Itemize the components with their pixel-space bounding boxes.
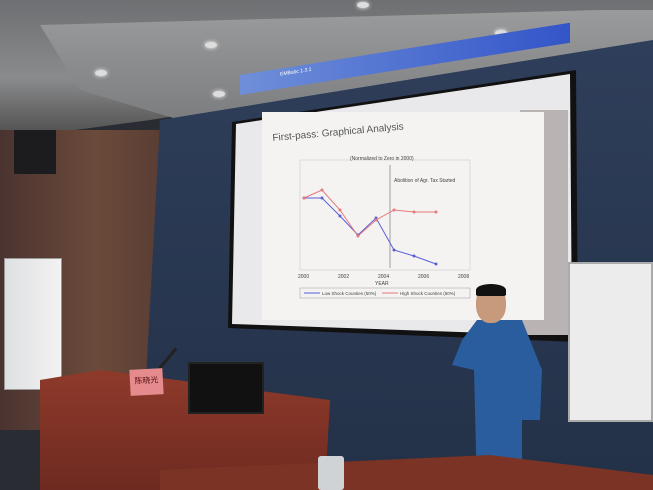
ceiling-light	[213, 91, 225, 97]
legend-low: Low Shock Counties (50%)	[322, 291, 377, 296]
ceiling-light	[95, 70, 107, 76]
slide-chart: (Normalized to Zero in 2000) Abolition o…	[298, 156, 471, 299]
plot-frame	[299, 159, 471, 271]
high-point	[302, 196, 306, 200]
high-point	[338, 208, 342, 212]
annotation-text: Abolition of Agr. Tax Started	[394, 178, 456, 184]
high-point	[392, 208, 396, 212]
legend-box	[299, 287, 471, 299]
high-point	[320, 188, 324, 192]
ceiling-light	[357, 2, 369, 8]
low-point	[320, 196, 324, 200]
x-tick-label: 2000	[298, 274, 309, 280]
loudspeaker	[14, 130, 56, 174]
cup	[318, 456, 344, 490]
low-point	[434, 262, 438, 266]
high-shock-line	[303, 189, 436, 237]
low-point	[412, 254, 416, 258]
high-point	[356, 234, 360, 238]
low-shock-line	[304, 197, 437, 265]
whiteboard	[568, 262, 653, 422]
x-tick-label: 2006	[418, 274, 429, 280]
x-axis-label: YEAR	[375, 281, 389, 287]
high-point	[374, 218, 378, 222]
low-point	[338, 214, 342, 218]
app-title: EMBabc 1.3.1	[280, 66, 312, 78]
chart-subtitle: (Normalized to Zero in 2000)	[350, 156, 414, 162]
x-tick-label: 2008	[458, 274, 469, 280]
x-tick-label: 2004	[378, 274, 389, 280]
high-point	[434, 210, 438, 214]
high-point	[412, 210, 416, 214]
air-conditioner	[4, 258, 62, 390]
legend-high: High Shock Counties (50%)	[400, 291, 456, 296]
name-card: 陈晓光	[129, 368, 164, 396]
x-tick-label: 2002	[338, 274, 349, 280]
ceiling-light	[205, 42, 217, 48]
computer-monitor	[188, 362, 264, 414]
presenter-hair	[476, 284, 506, 296]
low-point	[392, 248, 396, 252]
